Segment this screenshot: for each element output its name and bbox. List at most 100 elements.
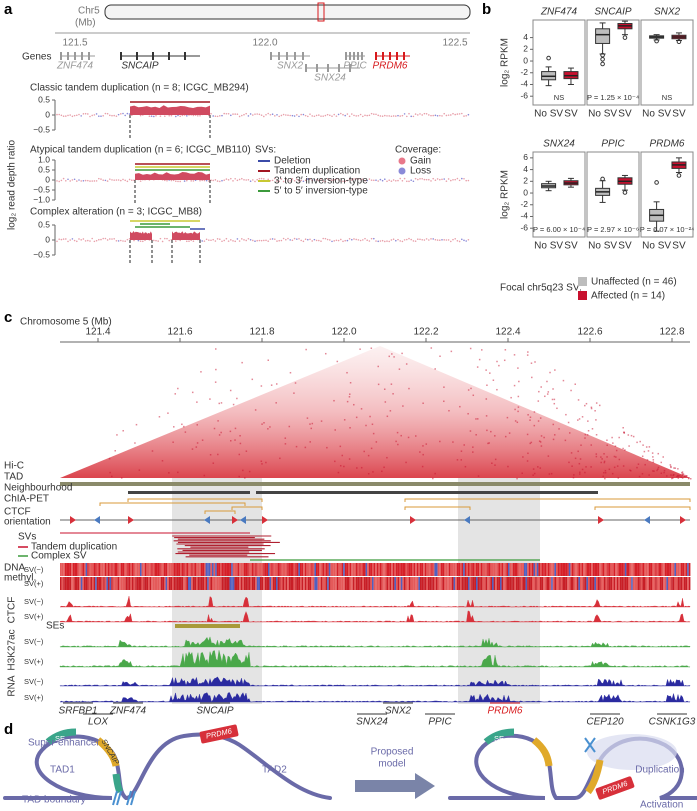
hic-pixel — [472, 394, 475, 397]
coverage-dot — [98, 115, 100, 117]
methyl-cell — [650, 577, 652, 590]
methyl-cell — [567, 563, 569, 576]
ctcf-site — [410, 516, 416, 524]
methyl-cell — [258, 577, 260, 590]
hic-pixel — [215, 368, 217, 371]
exon — [357, 52, 359, 60]
methyl-cell — [215, 577, 217, 590]
hic-pixel — [652, 459, 655, 461]
methyl-cell — [328, 563, 331, 576]
coverage-dot — [93, 180, 96, 182]
methyl-cell — [677, 577, 680, 590]
hic-pixel — [201, 439, 204, 441]
coverage-dot — [69, 239, 71, 241]
hic-pixel — [584, 471, 586, 474]
methyl-cell — [64, 577, 67, 590]
hic-pixel — [552, 423, 555, 426]
track-label: CTCF — [7, 597, 18, 624]
methyl-cell — [431, 577, 433, 590]
methyl-cell — [389, 577, 392, 590]
methyl-cell — [685, 563, 688, 576]
methyl-cell — [623, 563, 625, 576]
hic-pixel — [173, 426, 175, 428]
methyl-cell — [346, 563, 348, 576]
annotation: TAD boundary — [22, 795, 86, 806]
methyl-cell — [98, 577, 100, 590]
hic-pixel — [553, 398, 556, 401]
hic-pixel — [657, 466, 660, 469]
coverage-dot — [223, 239, 225, 242]
methyl-cell — [608, 563, 611, 576]
methyl-cell — [404, 563, 406, 576]
track-label: Hi-C — [4, 461, 24, 472]
methyl-cell — [192, 563, 195, 576]
methyl-cell — [108, 563, 110, 576]
coverage-dot — [111, 179, 113, 181]
exon — [375, 52, 377, 60]
methyl-cell — [469, 563, 472, 576]
methyl-cell — [456, 563, 459, 576]
coverage-dot — [153, 239, 155, 242]
hic-pixel — [432, 477, 434, 480]
methyl-cell — [461, 577, 464, 590]
methyl-cell — [103, 563, 105, 576]
methyl-cell — [642, 563, 644, 576]
hic-pixel — [371, 423, 374, 426]
methyl-cell — [653, 577, 656, 590]
hic-pixel — [295, 445, 298, 448]
methyl-cell — [572, 577, 574, 590]
hic-pixel — [639, 440, 641, 443]
methyl-cell — [264, 563, 267, 576]
y-axis-label: log₂ read depth ratio — [7, 140, 18, 230]
coverage-dot — [377, 114, 380, 117]
methyl-cell — [93, 563, 96, 576]
methyl-cell — [274, 563, 276, 576]
hic-pixel — [595, 419, 597, 421]
methyl-cell — [336, 577, 339, 590]
hic-pixel — [539, 467, 542, 469]
methyl-cell — [247, 563, 249, 576]
hic-pixel — [459, 405, 461, 408]
methyl-cell — [133, 563, 136, 576]
exon — [270, 52, 272, 60]
exon — [74, 52, 76, 60]
methyl-cell — [290, 577, 292, 590]
hic-pixel — [584, 433, 587, 436]
methyl-cell — [274, 577, 276, 590]
coverage-dot — [241, 177, 243, 180]
coverage-dot — [388, 179, 391, 182]
coverage-dot — [379, 115, 382, 117]
coverage-dot — [329, 239, 331, 241]
coverage-dot — [225, 237, 228, 240]
methyl-cell — [618, 563, 620, 576]
methyl-cell — [482, 577, 484, 590]
hic-pixel — [359, 348, 361, 350]
methyl-cell — [282, 563, 284, 576]
methyl-cell — [304, 563, 307, 576]
methyl-cell — [304, 577, 307, 590]
methyl-cell — [679, 563, 681, 576]
methyl-cell — [293, 563, 296, 576]
methyl-cell — [463, 577, 465, 590]
hic-pixel — [579, 471, 581, 474]
chia-pet-loop — [404, 506, 471, 510]
hic-pixel — [681, 472, 683, 474]
hic-pixel — [558, 428, 560, 430]
methyl-cell — [181, 563, 184, 576]
coverage-dot — [216, 115, 219, 118]
hic-pixel — [370, 447, 373, 450]
methyl-cell — [605, 577, 608, 590]
chart-title: ZNF474 — [540, 7, 578, 18]
panel-label: a — [4, 1, 13, 18]
methyl-cell — [674, 563, 676, 576]
methyl-cell — [324, 563, 326, 576]
coverage-dot — [287, 237, 289, 240]
coverage-dot — [234, 240, 236, 243]
hic-pixel — [604, 472, 607, 474]
methyl-cell — [410, 563, 412, 576]
coverage-dot — [192, 240, 195, 242]
hic-pixel — [585, 402, 588, 405]
hic-pixel — [220, 402, 223, 404]
methyl-cell — [351, 577, 353, 590]
methyl-cell — [535, 577, 537, 590]
